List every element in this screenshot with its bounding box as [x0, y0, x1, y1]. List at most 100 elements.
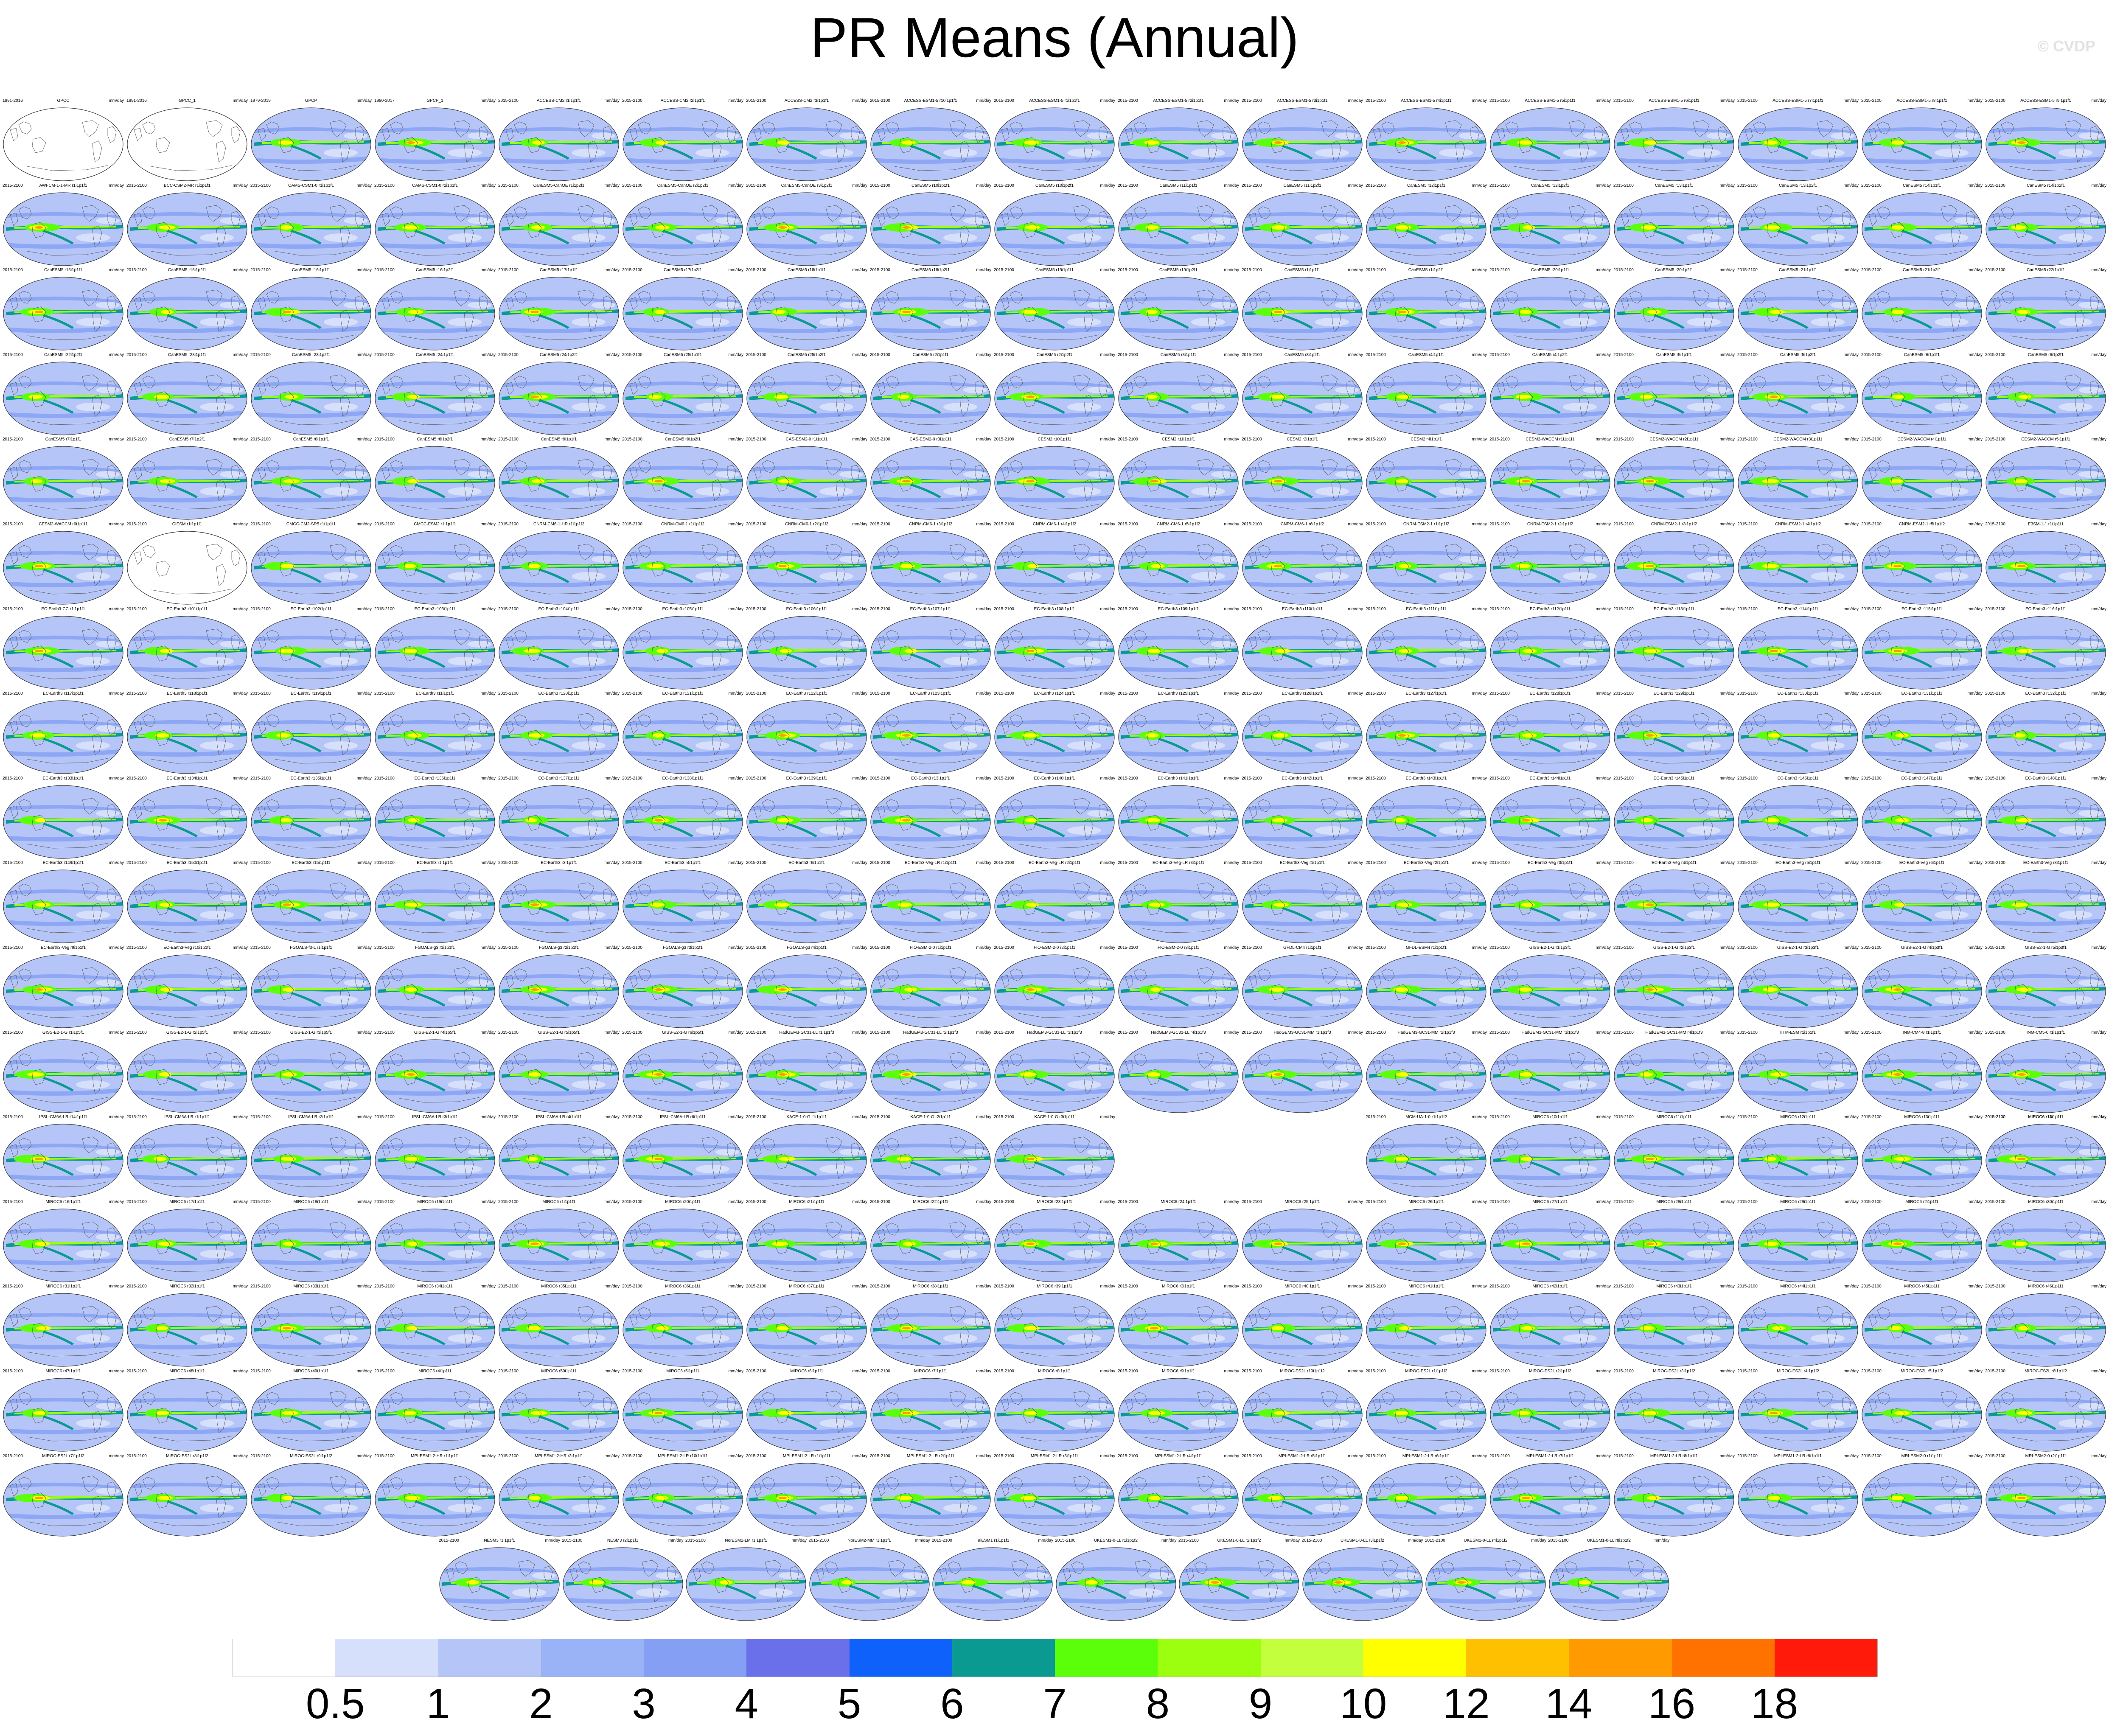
map-panel: EC-Earth3 r105i1p1f1 2015-2100 mm/day: [621, 607, 744, 690]
panel-units: mm/day: [1719, 776, 1735, 781]
panel-units: mm/day: [109, 1199, 124, 1204]
panel-units: mm/day: [604, 691, 620, 696]
panel-period: 2015-2100: [1861, 1284, 1882, 1289]
panel-period: 2015-2100: [498, 1284, 519, 1289]
map-panel: GISS-E2-1-G r6i1p5f1 2015-2100 mm/day: [621, 1030, 744, 1113]
map-panel-plot: [1614, 1462, 1734, 1537]
map-panel-plot: [1366, 1462, 1486, 1537]
panel-title: CanESM5 r15i1p2f1: [168, 268, 207, 273]
panel-units: mm/day: [1224, 183, 1239, 188]
map-panel: FGOALS-f3-L r1i1p1f1 2015-2100 mm/day: [250, 945, 373, 1029]
map-panel: CanESM5 r19i1p1f1 2015-2100 mm/day: [993, 268, 1116, 351]
panel-period: 1891-2016: [126, 98, 147, 103]
panel-title: GFDL-CM4 r1i1p1f1: [1283, 945, 1322, 950]
map-panel-plot: [127, 1378, 247, 1452]
colorbar-swatch: [233, 1639, 336, 1677]
map-panel-plot: [1986, 954, 2106, 1028]
panel-period: 2015-2100: [1489, 606, 1510, 611]
panel-period: 2015-2100: [3, 522, 23, 527]
panel-title: CNRM-CM6-1 r5i1p1f2: [1156, 522, 1200, 527]
panel-period: 2015-2100: [994, 1115, 1014, 1120]
panel-title: CanESM5 r2i1p2f1: [1036, 352, 1073, 357]
colorbar-tick-label: 16: [1648, 1680, 1696, 1728]
map-panel: CanESM5-CanOE r2i1p2f1 2015-2100 mm/day: [621, 183, 744, 266]
panel-units: mm/day: [1719, 945, 1735, 950]
panel-period: 2015-2100: [870, 861, 890, 866]
map-panel-plot: [1986, 869, 2106, 943]
panel-units: mm/day: [1472, 183, 1487, 188]
panel-period: 2015-2100: [622, 1284, 642, 1289]
panel-units: mm/day: [1596, 522, 1611, 527]
panel-units: mm/day: [480, 1369, 496, 1374]
panel-title: MIROC6 r26i1p1f1: [1408, 1199, 1444, 1204]
map-panel: MIROC6 r4i1p1f1 2015-2100 mm/day: [373, 1369, 496, 1452]
panel-title: EC-Earth3 r111i1p1f1: [1406, 606, 1447, 611]
map-panel-plot: [1738, 277, 1858, 351]
panel-period: 2015-2100: [498, 691, 519, 696]
panel-period: 2015-2100: [498, 1030, 519, 1035]
map-panel: CanESM5 r11i1p1f1 2015-2100 mm/day: [1117, 183, 1240, 266]
panel-grid: GPCC 1891-2016 mm/day GPCC_1 1891-2016 mm/day…: [3, 98, 2106, 1621]
panel-title: GISS-E2-1-G r2i1p5f1: [166, 1030, 208, 1035]
panel-period: 2015-2100: [1178, 1538, 1199, 1543]
map-panel-plot: [1242, 531, 1363, 605]
map-panel: CESM2-WACCM r4i1p1f1 2015-2100 mm/day: [1860, 437, 1983, 520]
map-panel: CanESM5 r17i1p1f1 2015-2100 mm/day: [497, 268, 620, 351]
panel-units: mm/day: [109, 1453, 124, 1458]
map-panel-plot: [499, 531, 619, 605]
panel-units: mm/day: [356, 606, 372, 611]
panel-units: mm/day: [1843, 437, 1859, 442]
map-panel-plot: [1490, 531, 1610, 605]
map-panel-plot: [1242, 446, 1363, 520]
panel-units: mm/day: [1719, 1115, 1735, 1120]
map-panel-plot: [1490, 785, 1610, 859]
panel-title: EC-Earth3 r101i1p1f1: [166, 606, 208, 611]
panel-period: 2015-2100: [250, 1115, 271, 1120]
map-panel: HadGEM3-GC31-MM r1i1p1f3 2015-2100 mm/day: [1241, 1030, 1364, 1113]
panel-units: mm/day: [976, 1369, 991, 1374]
map-panel: CanESM5 r18i1p2f1 2015-2100 mm/day: [869, 268, 992, 351]
panel-title: CAS-ESM2-0 r3i1p1f1: [909, 437, 952, 442]
map-panel: EC-Earth3 r135i1p1f1 2015-2100 mm/day: [250, 776, 373, 859]
map-panel: EC-Earth3 r118i1p1f1 2015-2100 mm/day: [126, 691, 249, 774]
map-panel-plot: [375, 192, 495, 266]
map-panel: MIROC6 r36i1p1f1 2015-2100 mm/day: [621, 1284, 744, 1367]
panel-period: 2015-2100: [746, 861, 766, 866]
panel-title: CanESM5 r3i1p2f1: [1284, 352, 1321, 357]
map-panel-plot: [1738, 446, 1858, 520]
panel-units: mm/day: [852, 1284, 867, 1289]
panel-units: mm/day: [604, 437, 620, 442]
map-panel-plot: [1242, 107, 1363, 181]
panel-title: MPI-ESM1-2-LR r2i1p1f1: [906, 1453, 955, 1458]
panel-period: 2015-2100: [1985, 1369, 2005, 1374]
panel-period: 2015-2100: [622, 606, 642, 611]
map-panel: CESM2-WACCM r1i1p1f1 2015-2100 mm/day: [1489, 437, 1612, 520]
map-panel-plot: [1738, 700, 1858, 774]
panel-units: mm/day: [1348, 183, 1363, 188]
panel-title: MIROC6 r17i1p1f1: [169, 1199, 205, 1204]
map-panel-plot: [1425, 1547, 1546, 1621]
map-panel: MIROC6 r26i1p1f1 2015-2100 mm/day: [1365, 1200, 1488, 1283]
panel-period: 2015-2100: [1118, 691, 1138, 696]
panel-period: 2015-2100: [1366, 183, 1386, 188]
panel-period: 2015-2100: [622, 522, 642, 527]
panel-units: mm/day: [233, 1030, 248, 1035]
map-panel-plot: [1738, 954, 1858, 1028]
map-panel: CanESM5 r9i1p2f1 2015-2100 mm/day: [621, 437, 744, 520]
panel-title: EC-Earth3 r148i1p1f1: [2025, 776, 2067, 781]
panel-title: MIROC6 r40i1p1f1: [1284, 1284, 1320, 1289]
colorbar-ticks: 0.5 1 2 3 4 5 6 7 8 9 10 12 14 16 18: [233, 1680, 1877, 1727]
map-panel: CAMS-CSM1-0 r1i1p1f1 2015-2100 mm/day: [250, 183, 373, 266]
map-panel-plot: [1366, 107, 1486, 181]
map-panel: MIROC6 r13i1p1f1 2015-2100 mm/day: [1860, 1115, 1983, 1198]
map-panel-plot: [870, 1462, 991, 1537]
map-panel-plot: [1490, 192, 1610, 266]
panel-units: mm/day: [852, 437, 867, 442]
panel-units: mm/day: [1719, 1369, 1735, 1374]
map-panel: CanESM5-CanOE r1i1p2f1 2015-2100 mm/day: [497, 183, 620, 266]
panel-units: mm/day: [1100, 691, 1115, 696]
map-panel: EC-Earth3 r129i1p1f1 2015-2100 mm/day: [1613, 691, 1736, 774]
panel-title: ACCESS-ESM1-5 r3i1p1f1: [1277, 98, 1328, 103]
panel-units: mm/day: [356, 1030, 372, 1035]
panel-period: 2015-2100: [1301, 1538, 1322, 1543]
